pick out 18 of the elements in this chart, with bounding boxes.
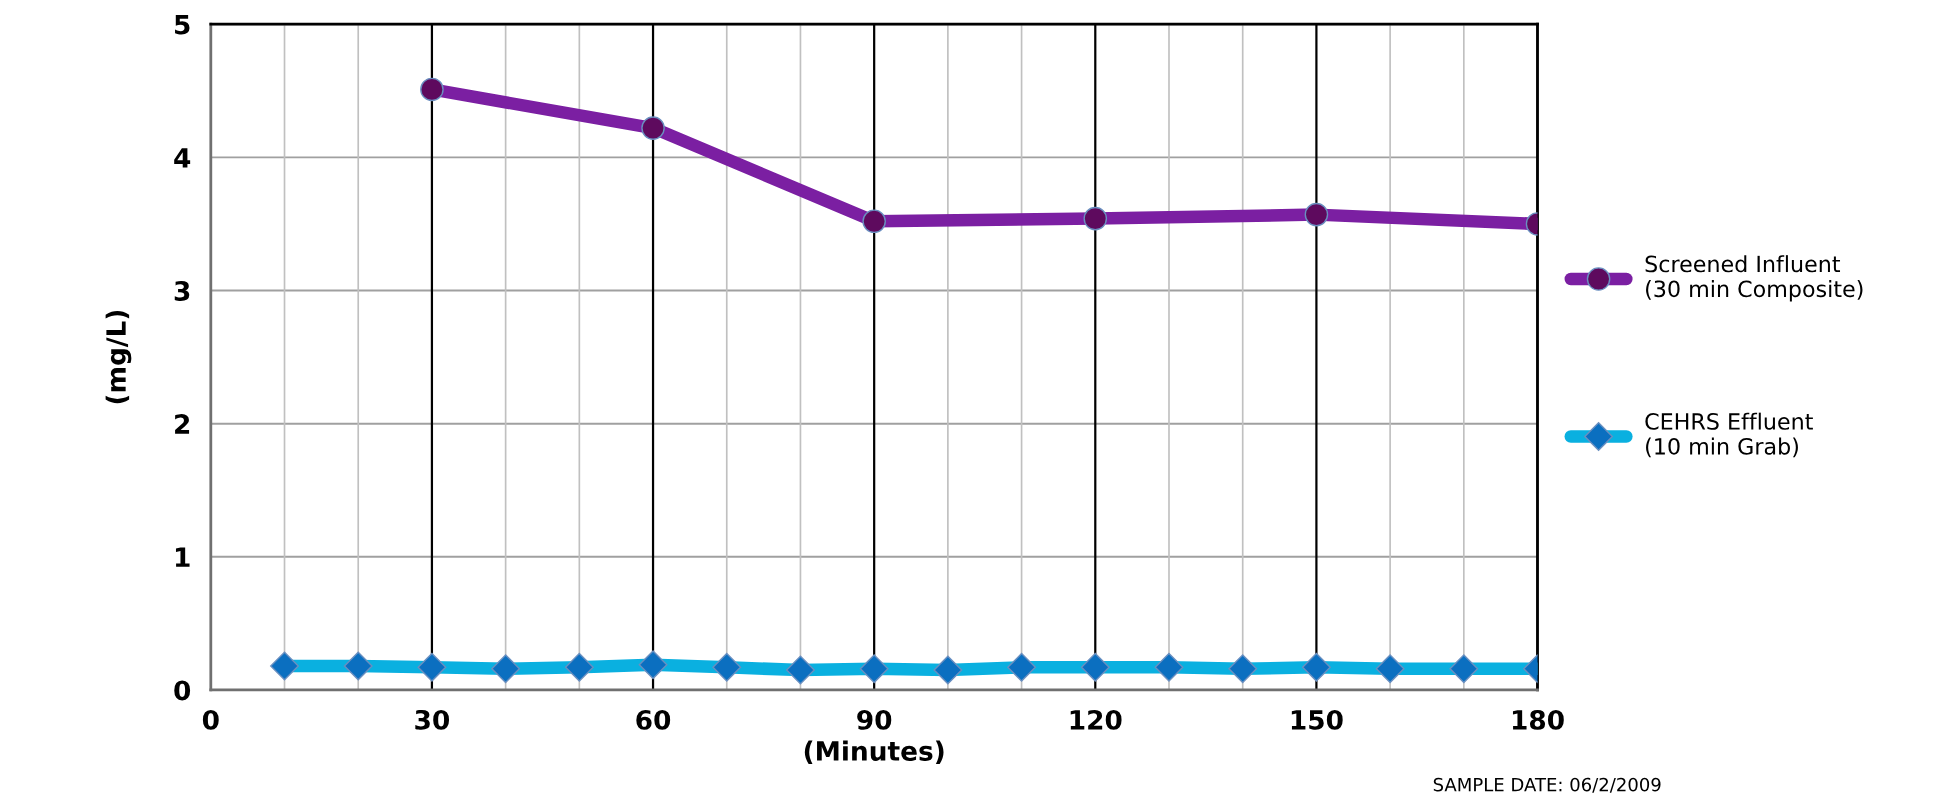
y-tick-label: 0 <box>174 680 191 701</box>
x-tick-label: 90 <box>857 709 892 730</box>
x-tick-label: 120 <box>1070 709 1122 730</box>
y-tick-label: 5 <box>175 15 190 35</box>
x-tick-label: 0 <box>202 709 219 730</box>
x-tick-label: 150 <box>1291 709 1343 730</box>
legend-label: CEHRS Effluent (10 min Grab) <box>1645 412 1813 458</box>
y-tick-label: 4 <box>174 148 191 168</box>
text: SAMPLE DATE: 06/2/2009 <box>1433 777 1661 793</box>
x-tick-label: 60 <box>636 709 671 730</box>
y-tick-label: 3 <box>174 280 190 301</box>
y-tick-label: 1 <box>175 547 190 567</box>
y-axis-title: (mg/L) <box>105 310 132 404</box>
x-axis-title: (Minutes) <box>804 740 944 765</box>
x-tick-label: 180 <box>1512 709 1564 730</box>
y-tick-label: 2 <box>175 414 190 434</box>
legend-label: Screened Influent (30 min Composite) <box>1645 255 1863 302</box>
x-tick-label: 30 <box>415 709 450 730</box>
